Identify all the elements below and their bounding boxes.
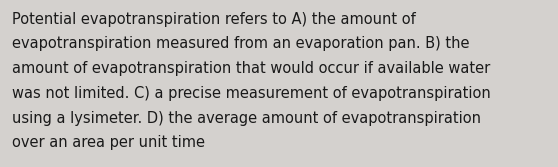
Text: using a lysimeter. D) the average amount of evapotranspiration: using a lysimeter. D) the average amount… [12,111,482,126]
Text: over an area per unit time: over an area per unit time [12,135,205,150]
Text: was not limited. C) a precise measurement of evapotranspiration: was not limited. C) a precise measuremen… [12,86,491,101]
Text: amount of evapotranspiration that would occur if available water: amount of evapotranspiration that would … [12,61,490,76]
Text: Potential evapotranspiration refers to A) the amount of: Potential evapotranspiration refers to A… [12,12,416,27]
Text: evapotranspiration measured from an evaporation pan. B) the: evapotranspiration measured from an evap… [12,36,470,51]
